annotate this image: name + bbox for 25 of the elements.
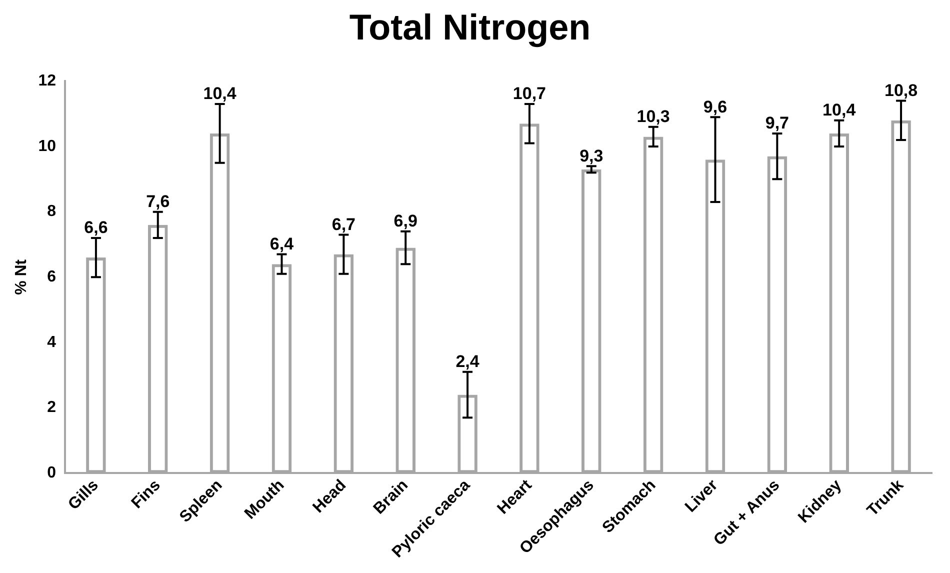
data-label: 9,6: [703, 97, 728, 116]
chart-title: Total Nitrogen: [349, 6, 591, 48]
data-label: 6,9: [394, 212, 418, 231]
data-label: 6,7: [332, 214, 356, 234]
data-label: 7,6: [146, 192, 170, 212]
y-tick-label: 12: [38, 72, 56, 90]
y-tick-label: 6: [47, 268, 56, 286]
data-label: 10,4: [822, 100, 856, 120]
y-tick-label: 10: [38, 138, 56, 155]
data-label: 9,3: [580, 146, 604, 166]
data-label: 9,7: [765, 114, 789, 133]
data-label: 6,6: [84, 218, 108, 238]
data-label: 10,8: [884, 80, 918, 100]
y-tick-label: 2: [47, 399, 56, 416]
data-label: 2,4: [456, 352, 480, 372]
data-label: 10,7: [512, 84, 546, 104]
data-label: 6,4: [270, 234, 294, 254]
data-label: 10,3: [636, 107, 670, 126]
x-tick-label: Gills: [65, 476, 102, 514]
y-axis-title: % Nt: [13, 258, 30, 295]
y-tick-label: 4: [47, 334, 56, 351]
x-tick-label: Fins: [128, 476, 164, 512]
y-tick-label: 8: [47, 203, 56, 220]
data-label: 10,4: [203, 84, 237, 104]
y-tick-label: 0: [47, 464, 56, 482]
